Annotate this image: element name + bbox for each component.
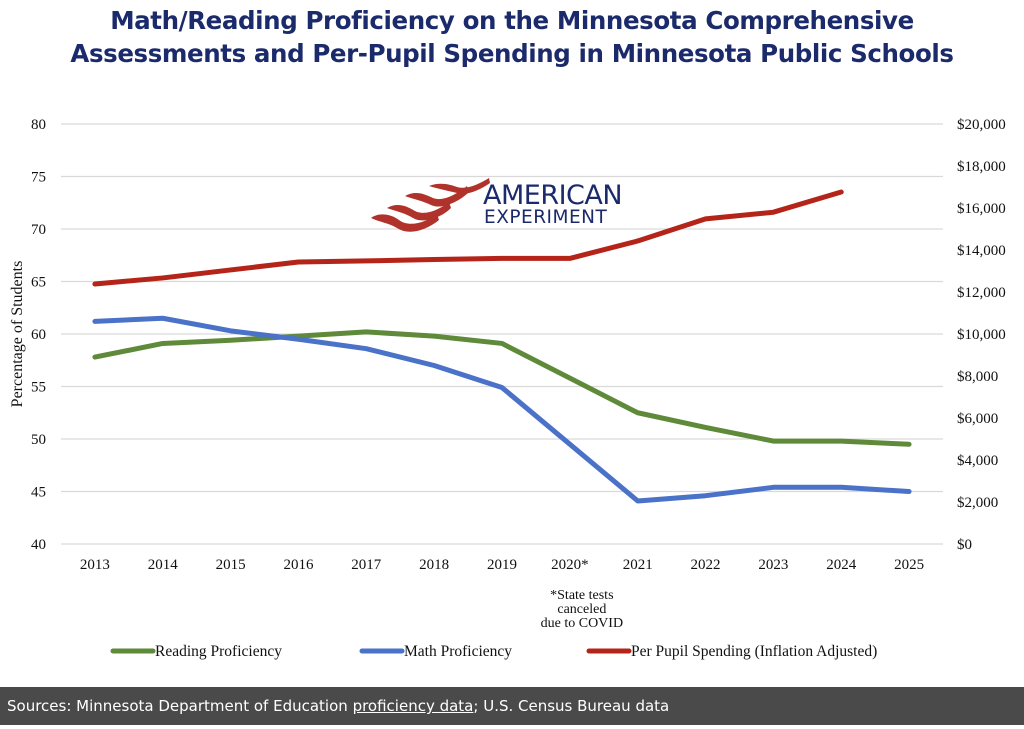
footer-suffix: ; U.S. Census Bureau data [473,697,670,715]
right-axis-tick-label: $18,000 [957,159,1006,175]
x-axis-tick-label: 2022 [691,557,721,573]
x-axis-ticks: 2013 2014 2015 2016 2017 2018 2019 2020* 2021 202… [80,557,924,573]
right-axis-tick-label: $20,000 [957,117,1006,133]
left-axis-tick-label: 65 [31,275,46,291]
annotation-line: canceled [557,602,606,617]
annotation-line: *State tests [550,588,613,603]
right-axis-ticks: $20,000 $18,000 $16,000 $14,000 $12,000 $10,0… [957,117,1006,553]
left-axis-tick-label: 60 [31,327,46,343]
legend: Reading Proficiency Math Proficiency Per P… [110,643,877,660]
legend-label: Per Pupil Spending (Inflation Adjusted) [631,643,877,660]
left-axis-tick-label: 50 [31,432,46,448]
right-axis-tick-label: $16,000 [957,201,1006,217]
line-chart: 80 75 70 65 60 55 50 45 40 $20,000 $18,000 $16,000… [9,117,1006,660]
chart-title-line-2: Assessments and Per-Pupil Spending in Mi… [70,39,954,68]
left-axis-tick-label: 40 [31,537,46,553]
right-axis-tick-label: $6,000 [957,411,998,427]
x-axis-tick-label: 2024 [826,557,857,573]
left-axis-tick-label: 80 [31,117,46,133]
left-axis-tick-label: 70 [31,222,46,238]
left-axis-ticks: 80 75 70 65 60 55 50 45 40 [31,117,46,553]
right-axis-tick-label: $10,000 [957,327,1006,343]
series-line-per-pupil-spending-inflation-adjusted [92,189,844,287]
right-axis-tick-label: $12,000 [957,285,1006,301]
x-axis-tick-label: 2013 [80,557,110,573]
left-axis-tick-label: 75 [31,170,46,186]
proficiency-data-link[interactable]: proficiency data [352,697,474,715]
x-axis-tick-label: 2020* [551,557,589,573]
series-line-reading-proficiency [92,329,912,447]
series-line-math-proficiency [92,315,912,504]
x-axis-tick-label: 2016 [283,557,314,573]
x-axis-tick-label: 2018 [419,557,449,573]
footer-prefix: Sources: Minnesota Department of Educati… [7,697,353,715]
source-footer: Sources: Minnesota Department of Educati… [0,687,1024,725]
legend-label: Math Proficiency [404,643,512,660]
logo-text-american: AMERICAN [483,180,622,211]
right-axis-tick-label: $8,000 [957,369,998,385]
left-axis-tick-label: 55 [31,380,46,396]
right-axis-tick-label: $4,000 [957,453,998,469]
x-axis-tick-label: 2025 [894,557,924,573]
left-axis-title: Percentage of Students [9,261,26,408]
legend-label: Reading Proficiency [155,643,282,660]
x-axis-tick-label: 2023 [758,557,788,573]
series-lines [92,189,912,504]
american-experiment-logo-icon: AMERICAN EXPERIMENT [371,178,623,232]
x-axis-tick-label: 2014 [148,557,179,573]
bottom-strip [0,725,1024,729]
right-axis-tick-label: $14,000 [957,243,1006,259]
annotation-line: due to COVID [541,616,623,631]
x-axis-tick-label: 2019 [487,557,517,573]
x-axis-tick-label: 2021 [623,557,653,573]
right-axis-tick-label: $0 [957,537,972,553]
chart-title: Math/Reading Proficiency on the Minnesot… [0,4,1024,70]
chart-title-line-1: Math/Reading Proficiency on the Minnesot… [110,6,914,35]
left-axis-tick-label: 45 [31,485,46,501]
x-axis-tick-label: 2015 [216,557,246,573]
right-axis-tick-label: $2,000 [957,495,998,511]
logo-text-experiment: EXPERIMENT [484,207,608,228]
x-axis-tick-label: 2017 [351,557,382,573]
